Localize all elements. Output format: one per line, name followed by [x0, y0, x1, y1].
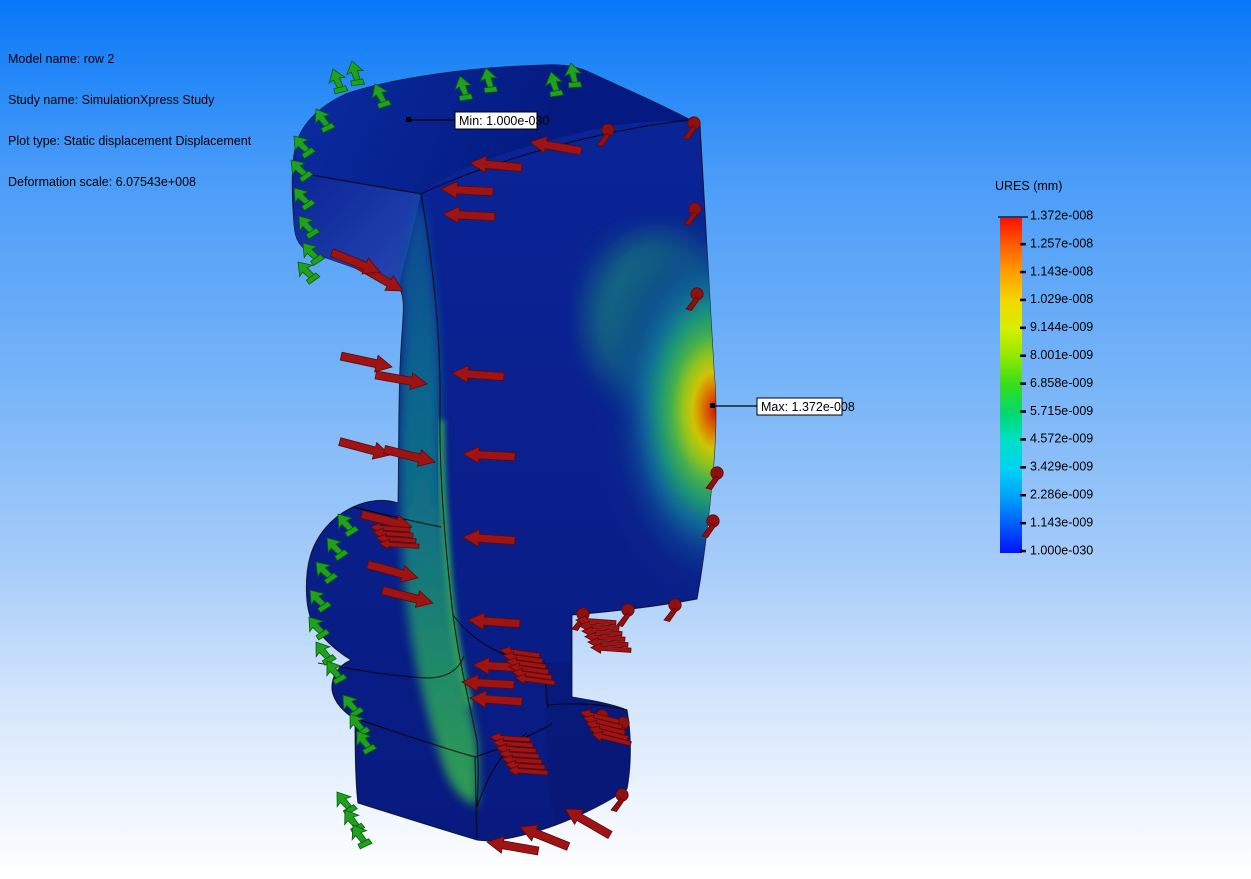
- legend-value: 5.715e-009: [1030, 404, 1093, 418]
- legend-tick: [1020, 382, 1026, 385]
- min-annotation[interactable]: Min: 1.000e-030: [406, 111, 549, 130]
- legend-tick: [1020, 410, 1026, 413]
- legend-value: 2.286e-009: [1030, 488, 1093, 502]
- max-displacement-hotspot: [545, 190, 716, 630]
- legend-value: 1.372e-008: [1030, 209, 1093, 223]
- legend-value: 3.429e-009: [1030, 460, 1093, 474]
- legend-tick: [1020, 298, 1026, 302]
- max-location-dot: [710, 403, 715, 408]
- legend-tick: [1020, 242, 1026, 246]
- max-annotation[interactable]: Max: 1.372e-008: [710, 397, 855, 416]
- max-callout-label: Max: 1.372e-008: [761, 400, 855, 414]
- legend-tick: [1020, 549, 1026, 553]
- min-callout-box[interactable]: [454, 111, 538, 130]
- legend-tick: [1020, 354, 1026, 357]
- color-legend: URES (mm) 1.372e-008 1.257e-008 1.143e-008…: [995, 179, 1093, 557]
- legend-tick: [1020, 326, 1026, 330]
- legend-tick: [1020, 438, 1026, 441]
- model-name-line: Model name: row 2: [8, 52, 115, 67]
- plot-type-line: Plot type: Static displacement Displacem…: [8, 133, 252, 148]
- legend-title: URES (mm): [995, 179, 1062, 193]
- legend-color-bar: [1000, 218, 1022, 553]
- study-name-line: Study name: SimulationXpress Study: [8, 92, 215, 107]
- legend-tick: [1020, 521, 1026, 525]
- max-callout-box[interactable]: [756, 397, 843, 416]
- legend-value: 1.257e-008: [1030, 236, 1093, 250]
- model-edges: [299, 118, 698, 839]
- legend-value: 1.143e-009: [1030, 515, 1093, 529]
- legend-value: 9.144e-009: [1030, 320, 1093, 334]
- cap-front-face[interactable]: [293, 173, 421, 287]
- legend-value: 1.143e-008: [1030, 264, 1093, 278]
- legend-value: 8.001e-009: [1030, 348, 1093, 362]
- min-callout-label: Min: 1.000e-030: [459, 114, 549, 128]
- legend-tick: [1020, 270, 1026, 274]
- min-location-dot: [406, 117, 411, 122]
- legend-value: 1.029e-008: [1030, 292, 1093, 306]
- legend-value: 1.000e-030: [1030, 543, 1093, 557]
- legend-tick: [1020, 494, 1026, 497]
- legend-tick: [1020, 466, 1026, 469]
- legend-value: 4.572e-009: [1030, 432, 1093, 446]
- column-shading: [545, 663, 631, 824]
- plot-info-block: Model name: row 2 Study name: Simulation…: [8, 26, 251, 203]
- legend-value: 6.858e-009: [1030, 376, 1093, 390]
- deformation-scale-line: Deformation scale: 6.07543e+008: [8, 174, 196, 189]
